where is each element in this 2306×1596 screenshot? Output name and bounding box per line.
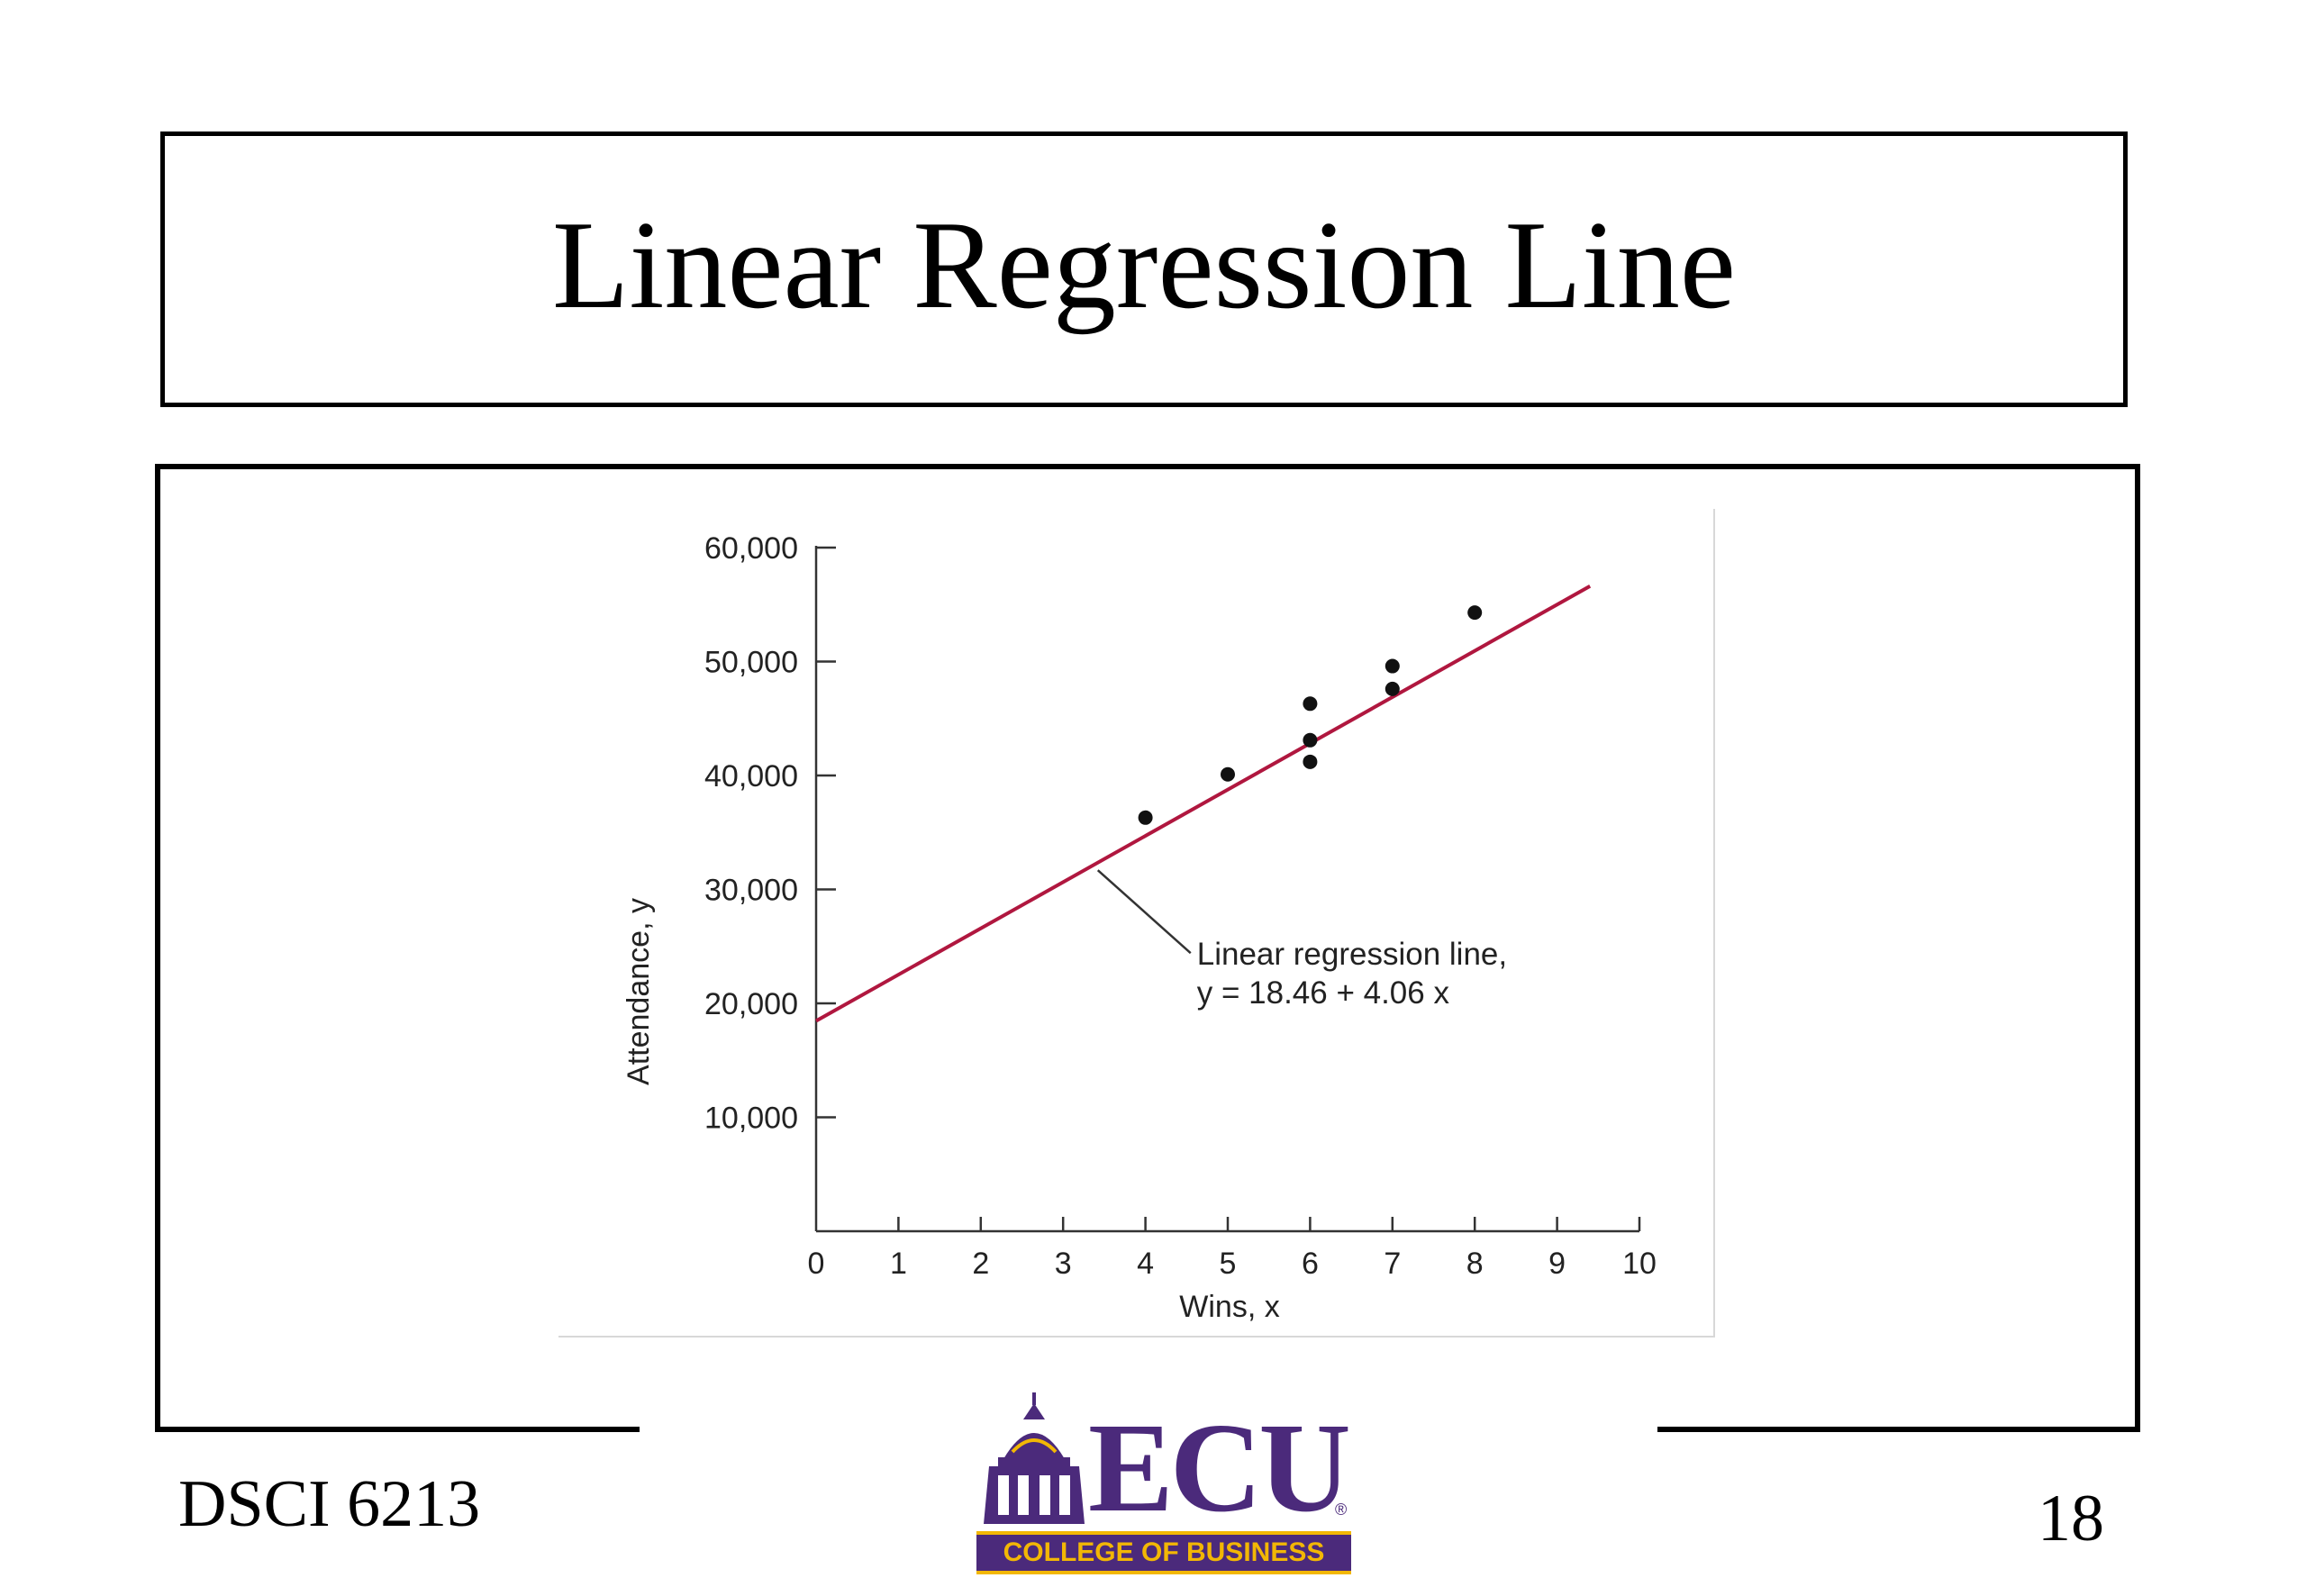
x-tick-label: 4 [1137,1247,1154,1281]
footer-divider-left [155,1427,640,1432]
logo-banner: COLLEGE OF BUSINESS [976,1531,1351,1574]
page-number: 18 [2038,1482,2104,1555]
logo-subtitle: COLLEGE OF BUSINESS [1003,1537,1325,1567]
data-point [1138,810,1153,825]
x-tick-label: 7 [1384,1247,1401,1281]
logo-registered-mark: ® [1335,1501,1348,1519]
data-point [1385,681,1400,696]
annotation-leader-line [1096,869,1192,955]
data-point [1303,754,1318,769]
data-point [1303,696,1318,712]
title-box: Linear Regression Line [160,131,2128,407]
x-tick-label: 9 [1548,1247,1566,1281]
x-tick-label: 0 [808,1247,825,1281]
chart-panel: 0 1 2 3 4 5 6 7 8 9 10 10,000 20,000 30,000 40,000 50,0… [558,509,1715,1338]
regression-line [815,584,1592,1023]
y-tick-label: 60,000 [704,531,798,566]
ecu-logo: ECU ® COLLEGE OF BUSINESS [971,1389,1357,1578]
scatter-chart: 0 1 2 3 4 5 6 7 8 9 10 10,000 20,000 30,000 40,000 50,0… [622,531,1657,1324]
course-code: DSCI 6213 [178,1467,481,1541]
y-tick-label: 10,000 [704,1102,798,1136]
x-axis-label: Wins, x [1179,1290,1279,1324]
data-point [1221,766,1235,782]
x-tick-label: 8 [1466,1247,1484,1281]
footer-divider-right [1657,1427,2140,1432]
annotation-line-2: y = 18.46 + 4.06 x [1197,975,1450,1011]
data-point [1303,732,1318,748]
x-tick-label: 6 [1302,1247,1319,1281]
data-point [1467,605,1483,621]
logo-wordmark: ECU [1088,1396,1351,1538]
content-box [155,464,2140,1432]
y-tick-label: 40,000 [704,759,798,793]
data-point [1385,658,1400,674]
slide-title: Linear Regression Line [551,195,1736,335]
y-tick-label: 50,000 [704,646,798,680]
y-tick-label: 30,000 [704,874,798,908]
annotation-line-1: Linear regression line, [1197,937,1507,972]
x-tick-label: 3 [1055,1247,1072,1281]
y-axis-label: Attendance, y [622,898,656,1085]
x-tick-label: 2 [972,1247,989,1281]
x-tick-label: 10 [1622,1247,1657,1281]
x-tick-label: 1 [890,1247,907,1281]
cupola-icon [984,1392,1085,1524]
x-tick-label: 5 [1220,1247,1237,1281]
y-tick-label: 20,000 [704,987,798,1021]
